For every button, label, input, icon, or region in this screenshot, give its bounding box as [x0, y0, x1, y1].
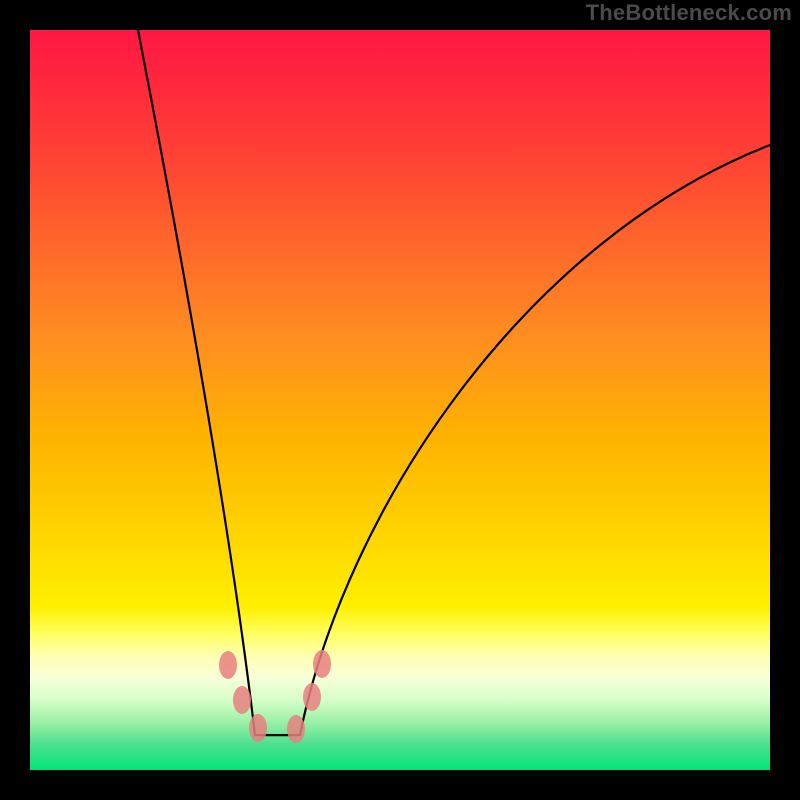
marker-point	[219, 651, 237, 679]
marker-point	[233, 686, 251, 714]
bottleneck-chart	[0, 0, 800, 800]
marker-point	[313, 650, 331, 678]
marker-point	[303, 683, 321, 711]
marker-point	[249, 714, 267, 742]
gradient-background	[30, 30, 770, 770]
marker-point	[287, 715, 305, 743]
chart-canvas: TheBottleneck.com	[0, 0, 800, 800]
watermark-text: TheBottleneck.com	[586, 0, 792, 26]
